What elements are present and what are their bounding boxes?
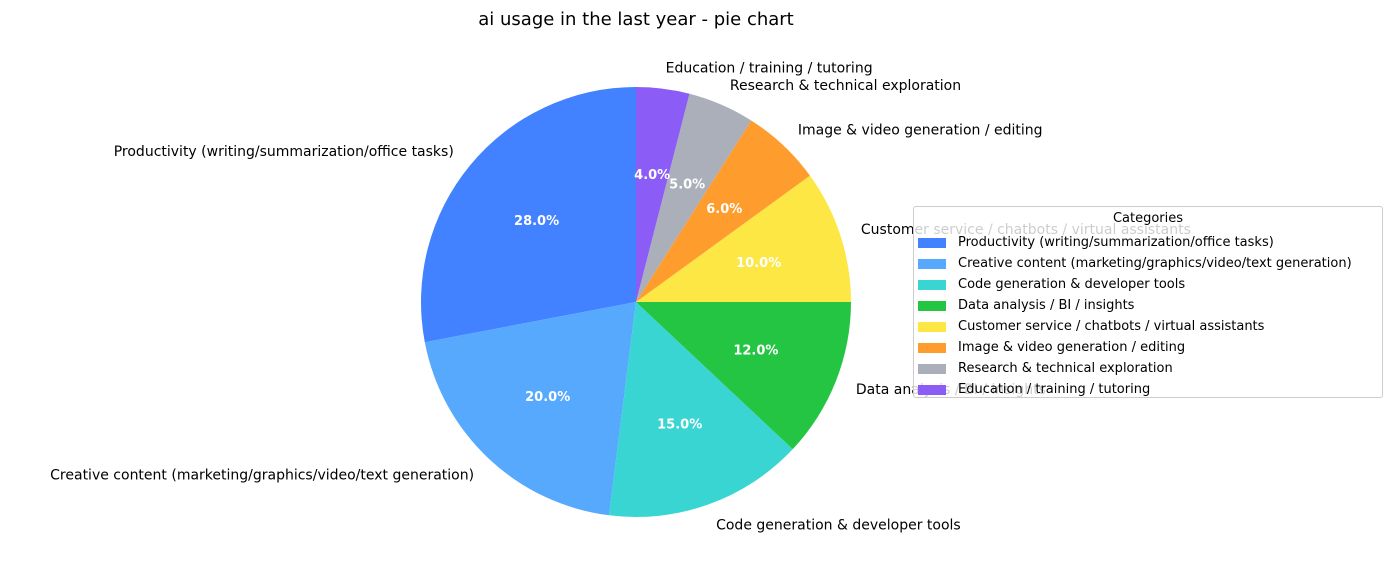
pie-slice: [609, 302, 793, 517]
slice-percent-label: 5.0%: [669, 178, 705, 193]
legend-item: Productivity (writing/summarization/offi…: [918, 232, 1352, 253]
legend-swatch: [918, 258, 946, 269]
legend-label: Creative content (marketing/graphics/vid…: [958, 256, 1352, 271]
legend-swatch: [918, 300, 946, 311]
legend-item: Education / training / tutoring: [918, 379, 1352, 400]
pie-slice: [421, 87, 636, 343]
legend-title: Categories: [1112, 211, 1184, 226]
pie-slice: [636, 87, 690, 302]
legend-swatch: [918, 237, 946, 248]
slice-category-label: Image & video generation / editing: [798, 123, 1043, 139]
slice-category-label: Code generation & developer tools: [716, 518, 961, 534]
slice-percent-label: 10.0%: [736, 256, 781, 271]
legend-swatch: [918, 384, 946, 395]
slice-percent-label: 6.0%: [706, 202, 742, 217]
legend-item: Customer service / chatbots / virtual as…: [918, 316, 1352, 337]
pie-slice: [636, 120, 810, 302]
slice-percent-labels: 28.0% 20.0% 15.0% 12.0% 10.0% 6.0%5.0%4.0%: [514, 168, 781, 432]
legend-label: Data analysis / BI / insights: [958, 298, 1135, 313]
legend-label: Customer service / chatbots / virtual as…: [958, 319, 1265, 334]
legend: Categories Productivity (writing/summari…: [913, 206, 1383, 398]
slice-percent-label: 28.0%: [514, 214, 559, 229]
slice-category-label: Research & technical exploration: [730, 78, 961, 94]
legend-label: Image & video generation / editing: [958, 340, 1186, 355]
legend-label: Productivity (writing/summarization/offi…: [958, 235, 1274, 250]
pie-slice: [636, 93, 752, 302]
legend-label: Research & technical exploration: [958, 361, 1173, 376]
slice-percent-label: 20.0%: [525, 390, 570, 405]
legend-swatch: [918, 321, 946, 332]
chart-title: ai usage in the last year - pie chart: [478, 9, 793, 30]
pie-slices: [421, 87, 851, 517]
legend-item: Creative content (marketing/graphics/vid…: [918, 253, 1352, 274]
legend-label: Code generation & developer tools: [958, 277, 1186, 292]
legend-item: Code generation & developer tools: [918, 274, 1352, 295]
legend-items: Productivity (writing/summarization/offi…: [918, 232, 1352, 400]
slice-category-label: Creative content (marketing/graphics/vid…: [50, 467, 474, 483]
pie-slice: [636, 302, 851, 450]
pie-slice: [424, 302, 636, 516]
pie-slice: [636, 175, 851, 302]
legend-swatch: [918, 363, 946, 374]
slice-percent-label: 15.0%: [657, 417, 702, 432]
legend-item: Research & technical exploration: [918, 358, 1352, 379]
slice-percent-label: 4.0%: [634, 168, 670, 183]
legend-item: Image & video generation / editing: [918, 337, 1352, 358]
legend-item: Data analysis / BI / insights: [918, 295, 1352, 316]
slice-category-label: Education / training / tutoring: [666, 60, 873, 76]
legend-swatch: [918, 342, 946, 353]
legend-label: Education / training / tutoring: [958, 382, 1151, 397]
slice-category-label: Productivity (writing/summarization/offi…: [114, 144, 454, 160]
slice-percent-label: 12.0%: [733, 344, 778, 359]
legend-swatch: [918, 279, 946, 290]
